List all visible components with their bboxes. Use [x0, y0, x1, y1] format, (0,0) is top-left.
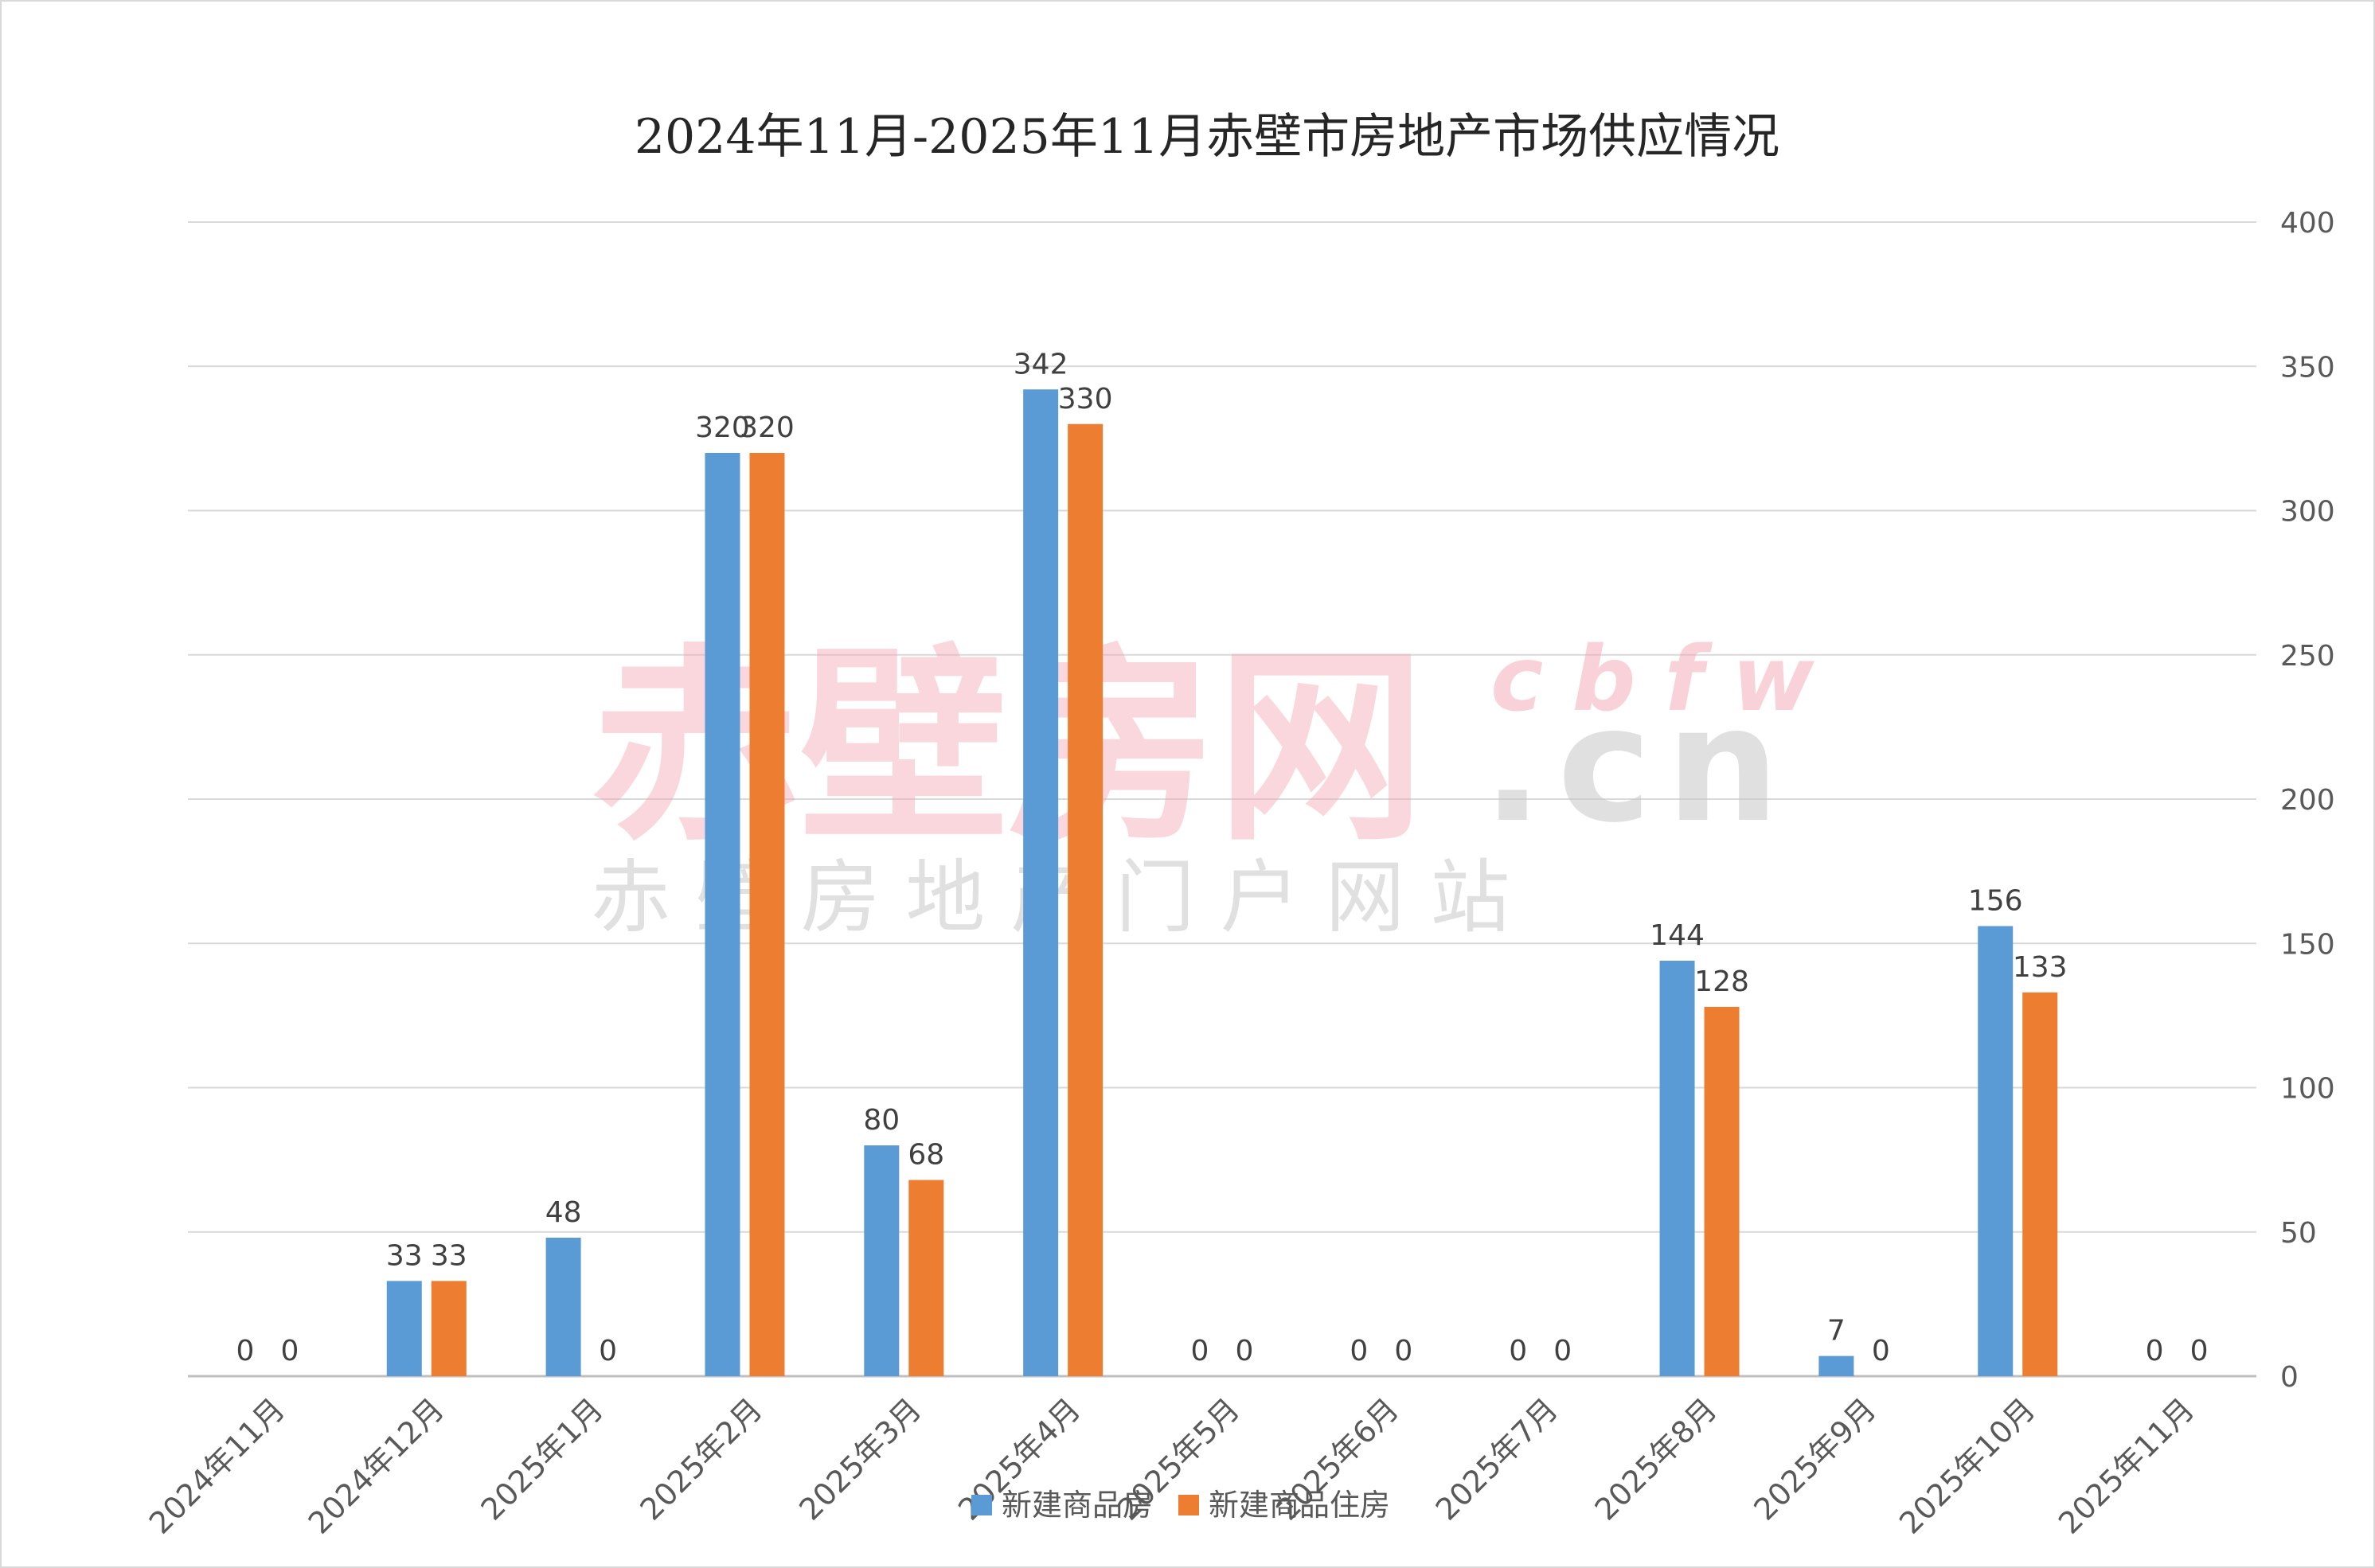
x-tick-label: 2025年1月 — [475, 1391, 610, 1527]
y-axis: 0 50 100 150 200 250 300 350 400 — [2280, 207, 2335, 1394]
data-label: 0 — [1872, 1335, 1890, 1367]
x-tick-label: 2025年8月 — [1588, 1391, 1724, 1527]
data-label: 33 — [386, 1239, 423, 1272]
data-label: 33 — [431, 1239, 467, 1272]
y-tick-label: 300 — [2280, 496, 2335, 529]
bar-series-1 — [386, 1281, 422, 1376]
data-label: 0 — [236, 1335, 254, 1367]
data-label: 0 — [599, 1335, 617, 1367]
x-axis: 2024年11月 2024年12月 2025年1月 2025年2月 2025年3月 202… — [143, 1391, 2201, 1540]
x-tick-label: 2025年3月 — [792, 1391, 928, 1527]
x-tick-label: 2025年7月 — [1429, 1391, 1564, 1527]
data-label: 320 — [740, 412, 795, 444]
data-label: 144 — [1650, 919, 1705, 952]
data-label: 156 — [1968, 885, 2023, 918]
data-label: 0 — [1350, 1335, 1368, 1367]
legend-label-series-1: 新建商品房 — [1002, 1488, 1153, 1523]
bar-series-2 — [1704, 1007, 1740, 1376]
legend: 新建商品房 新建商品住房 — [971, 1488, 1390, 1523]
data-label: 0 — [2146, 1335, 2164, 1367]
data-label: 0 — [2190, 1335, 2209, 1367]
data-label: 7 — [1827, 1315, 1846, 1348]
y-tick-label: 350 — [2280, 351, 2335, 384]
x-tick-label: 2024年11月 — [143, 1391, 291, 1540]
y-tick-label: 150 — [2280, 928, 2335, 961]
bar-series-1 — [1978, 926, 2014, 1376]
watermark-pinyin: cbfw — [1490, 628, 1843, 731]
data-label: 0 — [280, 1335, 299, 1367]
bar-series-2 — [2022, 992, 2058, 1376]
bar-series-1 — [1659, 961, 1695, 1376]
y-tick-label: 0 — [2280, 1361, 2299, 1394]
data-label: 0 — [1191, 1335, 1209, 1367]
bar-series-2 — [908, 1180, 944, 1376]
x-tick-label: 2025年11月 — [2052, 1391, 2201, 1540]
legend-label-series-2: 新建商品住房 — [1209, 1488, 1390, 1523]
bar-series-2 — [431, 1281, 467, 1376]
bar-series-1 — [1023, 389, 1059, 1376]
data-label: 0 — [1553, 1335, 1572, 1367]
y-tick-label: 400 — [2280, 207, 2335, 240]
data-label: 0 — [1394, 1335, 1412, 1367]
data-label: 320 — [695, 412, 750, 444]
data-label: 0 — [1509, 1335, 1527, 1367]
data-label: 128 — [1694, 965, 1749, 998]
bar-series-1 — [545, 1238, 581, 1376]
x-tick-label: 2024年12月 — [302, 1391, 451, 1540]
data-label: 68 — [908, 1139, 944, 1172]
chart-title: 2024年11月-2025年11月赤壁市房地产市场供应情况 — [635, 109, 1779, 165]
bar-series-2 — [1068, 423, 1104, 1376]
legend-swatch-series-1 — [971, 1495, 992, 1515]
data-label: 133 — [2013, 951, 2068, 984]
legend-swatch-series-2 — [1178, 1495, 1199, 1515]
watermark-domain: .cn — [1482, 673, 1794, 858]
y-tick-label: 100 — [2280, 1073, 2335, 1106]
data-label: 0 — [1236, 1335, 1254, 1367]
bar-series-1 — [705, 453, 740, 1376]
x-tick-label: 2025年9月 — [1747, 1391, 1882, 1527]
x-tick-label: 2025年10月 — [1893, 1391, 2041, 1540]
y-tick-label: 200 — [2280, 784, 2335, 817]
x-tick-label: 2025年2月 — [633, 1391, 768, 1527]
gridlines — [188, 221, 2256, 1378]
bar-series-1 — [864, 1145, 900, 1376]
data-label: 48 — [545, 1196, 582, 1229]
data-label: 80 — [863, 1104, 900, 1137]
data-label: 330 — [1058, 383, 1113, 415]
bar-series-1 — [1818, 1355, 1854, 1376]
bars — [386, 389, 2058, 1376]
y-tick-label: 250 — [2280, 640, 2335, 673]
y-tick-label: 50 — [2280, 1217, 2317, 1250]
bar-series-2 — [749, 453, 785, 1376]
data-label: 342 — [1014, 348, 1068, 380]
